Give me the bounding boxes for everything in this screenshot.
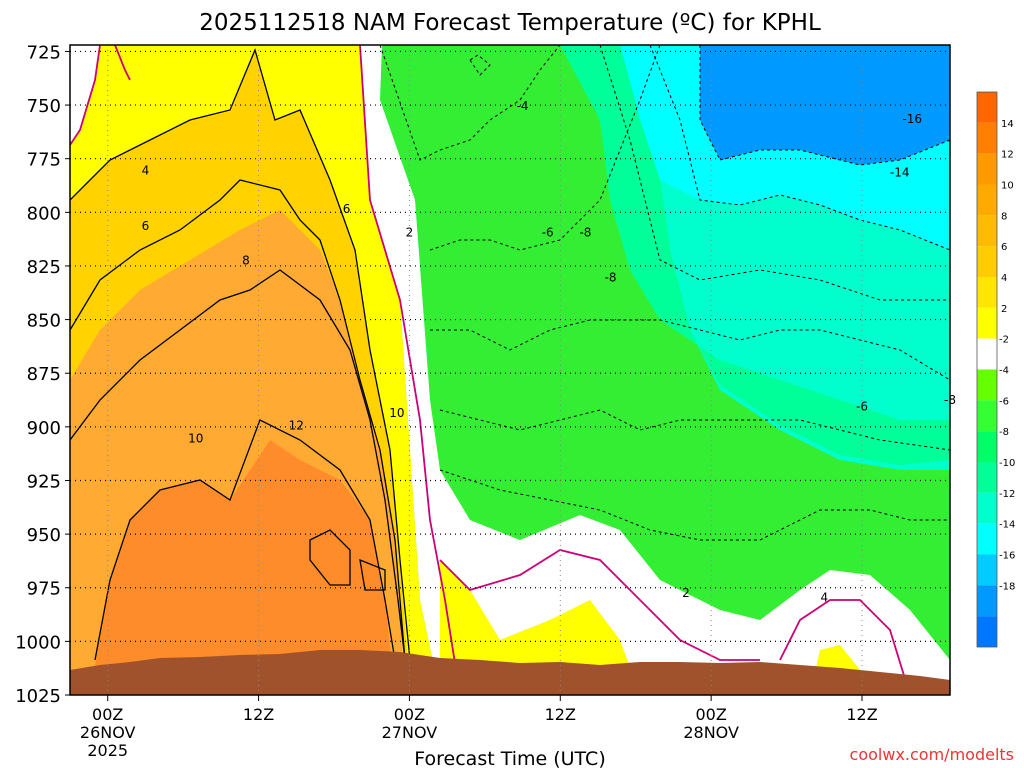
colorbar-cell	[977, 554, 997, 586]
contour-label: 8	[242, 254, 250, 268]
contour-label: 6	[142, 219, 150, 233]
y-tick-label: 875	[27, 364, 61, 385]
x-tick-year: 2025	[87, 741, 128, 760]
colorbar-cell	[977, 369, 997, 401]
y-tick-label: 950	[27, 525, 61, 546]
colorbar-label: -12	[999, 489, 1015, 500]
colorbar-cell	[977, 246, 997, 277]
colorbar-label: -6	[999, 396, 1009, 407]
contour-label: -8	[605, 271, 617, 285]
contour-label: 2	[682, 586, 690, 600]
colorbar-cell	[977, 307, 997, 339]
colorbar-label: -8	[999, 427, 1009, 438]
colorbar-label: -14	[999, 520, 1015, 531]
colorbar-cell	[977, 400, 997, 432]
y-tick-label: 1000	[15, 632, 61, 653]
colorbar-label: 12	[1001, 150, 1014, 161]
very-warm-region	[90, 440, 395, 695]
near-zero-region	[360, 45, 950, 695]
y-tick-label: 825	[27, 257, 61, 278]
x-axis-label: Forecast Time (UTC)	[414, 748, 605, 768]
colorbar-cell	[977, 431, 997, 462]
positive-contours	[70, 48, 411, 661]
colorbar-cell	[977, 523, 997, 555]
colder-region	[470, 45, 950, 465]
contour-label: -4	[517, 99, 529, 113]
y-tick-label: 775	[27, 150, 61, 171]
colorbar-label: -4	[999, 366, 1009, 377]
contour-labels: 4 6 8 10 12 6 10 2 -4 -6 -8 -8 2 4 -6 -14 -16 -8	[142, 99, 956, 604]
x-tick-date: 28NOV	[683, 723, 739, 742]
colorbar-label: 2	[1001, 304, 1007, 315]
contour-label: -16	[902, 112, 922, 126]
colorbar-label: 4	[1001, 273, 1007, 284]
x-tick-date: 26NOV	[80, 723, 136, 742]
contour-label: -14	[890, 166, 910, 180]
cold-upper-band	[620, 45, 950, 250]
x-tick-label: 12Z	[243, 705, 274, 724]
colorbar-cell	[977, 585, 997, 617]
colorbar-cell	[977, 462, 997, 493]
colorbar: 14 12 10 8 6 4 2 -2 -4 -6 -8 -10 -12 -14 -16 -18	[976, 91, 1015, 648]
plot-frame	[69, 44, 951, 696]
colorbar-cell	[977, 184, 997, 216]
contour-label: 6	[343, 202, 351, 216]
x-tick-date: 27NOV	[382, 723, 438, 742]
zero-contours	[70, 45, 911, 695]
contour-label: 12	[289, 419, 304, 433]
x-tick-label: 00Z	[695, 705, 726, 724]
y-tick-label: 850	[27, 311, 61, 332]
colorbar-cell	[977, 492, 997, 524]
contour-label: 2	[406, 226, 414, 240]
colorbar-frame	[976, 91, 998, 648]
y-tick-label: 800	[27, 203, 61, 224]
contour-label: -8	[944, 393, 956, 407]
plot-area	[70, 45, 950, 695]
contour-label: -8	[579, 226, 591, 240]
x-tick-label: 12Z	[846, 705, 877, 724]
colorbar-label: 10	[1001, 181, 1014, 192]
colorbar-cell	[977, 122, 997, 154]
colorbar-cell	[977, 153, 997, 185]
colorbar-label: -16	[999, 551, 1015, 562]
cold-region	[380, 45, 950, 695]
contour-label: 4	[142, 163, 150, 177]
colorbar-label: -10	[999, 458, 1015, 469]
colorbar-label: -18	[999, 581, 1015, 592]
x-tick-label: 12Z	[545, 705, 576, 724]
chart-title: 2025112518 NAM Forecast Temperature (ºC)…	[199, 10, 821, 36]
gridlines	[70, 45, 950, 695]
y-tick-label: 1025	[15, 686, 61, 707]
credit-text: coolwx.com/modelts	[850, 745, 1014, 764]
contour-label: 4	[820, 590, 828, 604]
colorbar-label: 8	[1001, 211, 1007, 222]
colorbar-cell	[977, 215, 997, 247]
colorbar-label: -2	[999, 335, 1009, 346]
y-tick-label: 900	[27, 418, 61, 439]
contour-label: 10	[389, 406, 404, 420]
colorbar-cell	[977, 616, 997, 647]
y-tick-label: 750	[27, 96, 61, 117]
y-tick-label: 725	[27, 42, 61, 63]
colorbar-cell	[977, 92, 997, 123]
near-zero-topleft-region	[70, 45, 100, 145]
ground-surface	[70, 650, 950, 695]
colorbar-label: 14	[1001, 119, 1014, 130]
y-tick-label: 975	[27, 579, 61, 600]
colorbar-label: 6	[1001, 242, 1007, 253]
negative-contours	[379, 45, 950, 541]
colorbar-cell	[977, 338, 997, 370]
x-tick-label: 00Z	[394, 705, 425, 724]
contour-label: 10	[188, 432, 203, 446]
contour-label: -6	[856, 399, 868, 413]
contour-label: -6	[542, 226, 554, 240]
y-tick-label: 925	[27, 471, 61, 492]
colorbar-cell	[977, 277, 997, 308]
x-tick-label: 00Z	[92, 705, 123, 724]
y-axis: 725 750 775 800 825 850 875 900 925 950 975 1000 102…	[15, 42, 70, 707]
